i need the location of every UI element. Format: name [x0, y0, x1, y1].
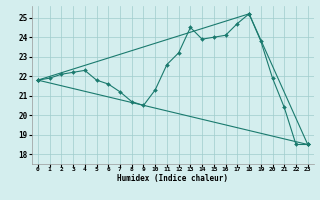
X-axis label: Humidex (Indice chaleur): Humidex (Indice chaleur)	[117, 174, 228, 183]
